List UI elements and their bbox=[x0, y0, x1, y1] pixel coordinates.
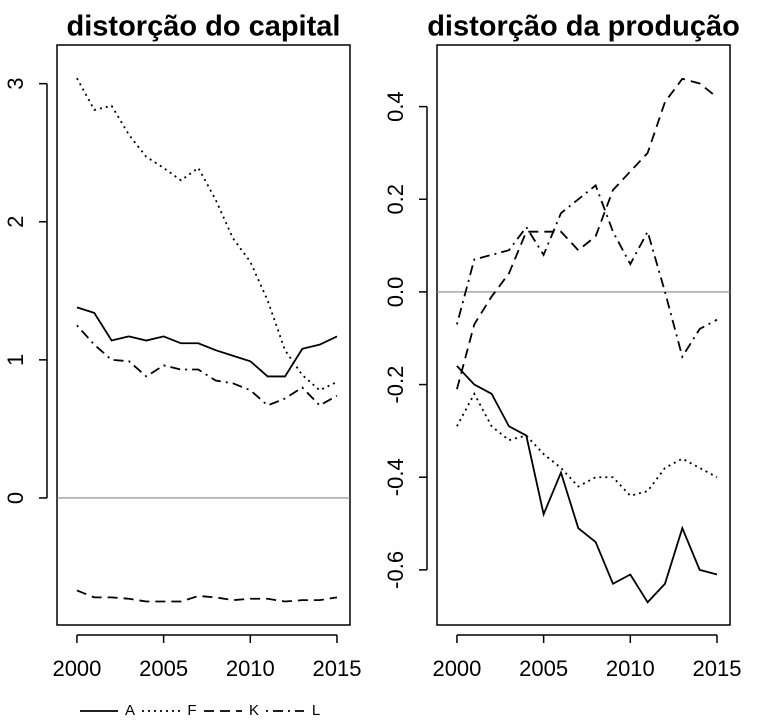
legend-label: A bbox=[125, 702, 135, 719]
series-line bbox=[456, 391, 718, 497]
plot-frame bbox=[436, 44, 731, 626]
series-line bbox=[76, 589, 338, 603]
plot-frame bbox=[56, 44, 351, 626]
x-tick-label: 2015 bbox=[693, 656, 742, 681]
y-tick-label: 0.0 bbox=[383, 277, 408, 308]
x-tick-label: 2005 bbox=[519, 656, 568, 681]
series-line bbox=[456, 77, 718, 390]
legend-label: K bbox=[249, 702, 259, 719]
y-tick-label: -0.4 bbox=[383, 458, 408, 496]
x-tick-label: 2000 bbox=[432, 656, 481, 681]
x-tick-label: 2010 bbox=[606, 656, 655, 681]
series-line bbox=[76, 306, 338, 378]
y-tick-label: 1 bbox=[3, 354, 28, 366]
y-tick-label: 3 bbox=[3, 78, 28, 90]
y-tick-label: 0 bbox=[3, 492, 28, 504]
series-line bbox=[456, 365, 718, 604]
x-tick-label: 2005 bbox=[139, 656, 188, 681]
y-tick-label: 0.2 bbox=[383, 184, 408, 215]
series-line bbox=[456, 183, 718, 360]
series-line bbox=[76, 77, 338, 392]
x-tick-label: 2010 bbox=[226, 656, 275, 681]
x-tick-label: 2015 bbox=[313, 656, 362, 681]
legend-label: L bbox=[312, 702, 320, 719]
x-tick-label: 2000 bbox=[52, 656, 101, 681]
chart-title: distorção do capital bbox=[67, 11, 341, 43]
y-tick-label: 0.4 bbox=[383, 91, 408, 122]
chart-title: distorção da produção bbox=[427, 11, 740, 43]
legend-label: F bbox=[187, 702, 196, 719]
y-tick-label: 2 bbox=[3, 216, 28, 228]
y-tick-label: -0.2 bbox=[383, 366, 408, 404]
y-tick-label: -0.6 bbox=[383, 551, 408, 589]
series-line bbox=[76, 324, 338, 407]
